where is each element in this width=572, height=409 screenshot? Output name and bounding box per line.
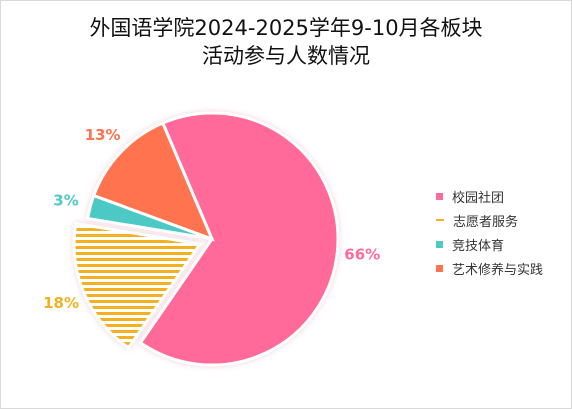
legend-swatch-2: [436, 219, 444, 221]
legend-item-3[interactable]: 竞技体育: [436, 232, 543, 256]
chart-title-line-1: 外国语学院2024-2025学年9-10月各板块: [89, 16, 483, 40]
pie-slice-4[interactable]: [91, 121, 215, 242]
slice-label-2: 18%: [43, 294, 79, 312]
legend-item-4[interactable]: 艺术修养与实践: [436, 256, 543, 280]
legend-swatch-1: [436, 192, 443, 200]
legend-item-2[interactable]: 志愿者服务: [436, 208, 543, 232]
chart-title-line-2: 活动参与人数情况: [202, 44, 370, 68]
legend: 校园社团志愿者服务竞技体育艺术修养与实践: [436, 184, 543, 280]
legend-item-1[interactable]: 校园社团: [436, 184, 543, 208]
slice-label-3: 3%: [53, 191, 78, 209]
legend-label-1: 校园社团: [452, 190, 505, 206]
chart-title: 外国语学院2024-2025学年9-10月各板块 活动参与人数情况: [0, 14, 572, 70]
slice-label-1: 66%: [344, 245, 380, 263]
legend-swatch-4: [436, 264, 443, 272]
legend-label-3: 竞技体育: [452, 238, 505, 254]
legend-label-4: 艺术修养与实践: [452, 262, 544, 278]
legend-label-2: 志愿者服务: [453, 214, 519, 230]
pie-slice-1[interactable]: [138, 111, 340, 367]
slice-label-4: 13%: [85, 126, 121, 144]
pie-slice-2[interactable]: [72, 221, 203, 350]
legend-swatch-3: [436, 240, 443, 248]
